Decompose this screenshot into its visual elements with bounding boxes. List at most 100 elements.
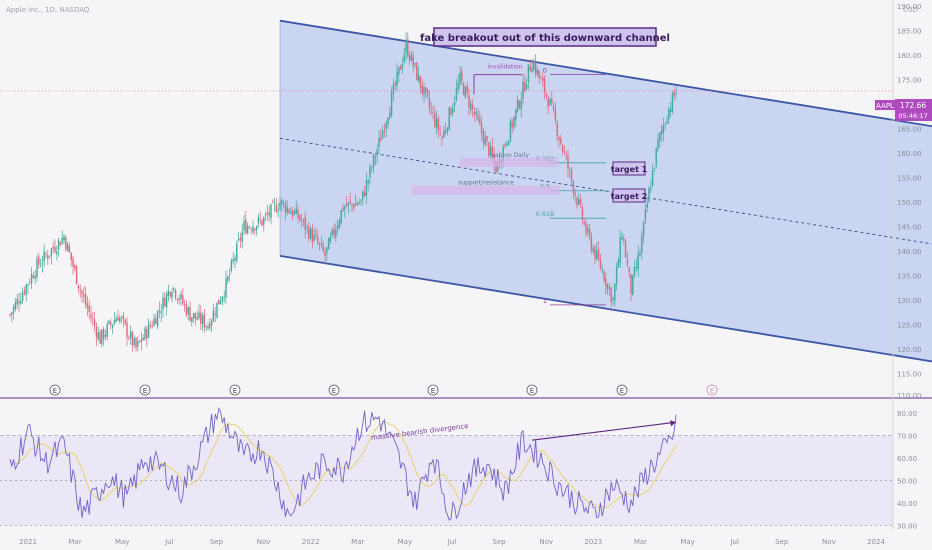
earnings-marker[interactable] (229, 384, 241, 396)
candle-body (524, 81, 526, 91)
candle-body (441, 136, 443, 139)
candle-body (178, 298, 180, 301)
rsi-pane (0, 435, 893, 526)
price-tick-label: 175.00 (897, 77, 922, 85)
candle-body (282, 202, 285, 204)
candle-body (673, 91, 675, 96)
earnings-marker-label: E (620, 387, 624, 395)
candle-body (218, 299, 220, 305)
candle-body (551, 99, 553, 103)
candle-body (272, 201, 274, 203)
candle-body (650, 187, 652, 190)
candle-body (309, 228, 312, 239)
candle-body (635, 266, 638, 268)
candle-body (390, 92, 393, 116)
candle-body (201, 315, 204, 325)
price-tick-label: 125.00 (897, 322, 922, 330)
earnings-marker[interactable] (49, 384, 61, 396)
candle-body (342, 207, 344, 211)
earnings-marker[interactable] (427, 384, 439, 396)
candle-body (124, 319, 126, 324)
candle-body (20, 301, 22, 304)
candle-body (324, 251, 326, 257)
candle-body (471, 105, 474, 110)
candle-body (556, 123, 558, 137)
candle-body (320, 243, 323, 245)
candle-body (142, 338, 144, 340)
candle-body (331, 229, 333, 236)
candle-body (207, 326, 209, 329)
earnings-marker[interactable] (526, 384, 538, 396)
candle-body (482, 131, 485, 144)
target-2-box[interactable] (612, 188, 646, 203)
candle-body (610, 287, 612, 303)
earnings-marker[interactable] (706, 384, 718, 396)
candle-body (246, 226, 249, 234)
candle-body (239, 237, 242, 241)
candle-body (633, 267, 636, 276)
candle-body (401, 64, 404, 69)
candle-body (641, 236, 643, 253)
candle-body (484, 137, 486, 146)
candle-body (399, 65, 402, 70)
channel-lower-line[interactable] (279, 255, 932, 364)
candle-body (140, 338, 143, 343)
earnings-marker[interactable] (328, 384, 340, 396)
rsi-tick-label: 40.00 (897, 500, 917, 508)
earnings-marker[interactable] (139, 384, 151, 396)
candle-body (146, 329, 148, 339)
target-1-box[interactable] (612, 161, 646, 176)
fib-level-name: invalidation (487, 64, 522, 71)
candle-body (250, 229, 252, 231)
candle-body (295, 207, 297, 214)
candle-body (57, 239, 60, 250)
candle-body (254, 228, 256, 231)
channel-upper-line[interactable] (279, 19, 932, 129)
candle-body (543, 78, 546, 93)
main-annotation-box[interactable] (433, 27, 657, 47)
fib-retracement[interactable]: 0invalidation0.382gap on Daily0.5support… (412, 64, 606, 306)
symbol-tag (875, 100, 895, 110)
candle-body (632, 274, 634, 296)
earnings-marker[interactable] (616, 384, 628, 396)
candle-body (315, 234, 317, 236)
divergence-arrow[interactable] (531, 421, 677, 441)
candle-body (266, 212, 269, 215)
candle-body (65, 237, 67, 250)
candle-body (214, 313, 216, 315)
candle-body (93, 319, 96, 326)
candle-body (117, 317, 119, 321)
candle-body (581, 206, 584, 220)
time-tick-label: May (398, 538, 412, 546)
candle-body (293, 211, 296, 215)
candle-body (578, 199, 580, 205)
candle-body (187, 307, 189, 314)
candle-body (662, 125, 665, 133)
candle-body (462, 83, 465, 95)
candle-body (171, 292, 173, 298)
candle-body (443, 130, 445, 138)
time-tick-label: Sep (210, 538, 224, 546)
last-price-tag[interactable]: AAPL 172.66 05:46:17 (875, 99, 932, 121)
candle-body (198, 312, 200, 318)
candle-body (515, 109, 517, 120)
candle-body (297, 210, 299, 218)
fib-level-label: 0 (543, 67, 547, 75)
candle-body (446, 128, 449, 132)
candle-body (149, 325, 152, 327)
candle-body (509, 120, 512, 142)
candle-body (520, 100, 522, 110)
candle-body (306, 226, 308, 228)
candle-body (99, 332, 101, 344)
candle-body (275, 205, 278, 213)
candle-body (144, 328, 146, 339)
target-2-label: target 2 (611, 192, 648, 201)
price-tick-label: 155.00 (897, 175, 922, 183)
time-tick-label: May (680, 538, 694, 546)
symbol-label[interactable]: Apple Inc., 1D, NASDAQ (6, 6, 90, 14)
candle-body (466, 85, 468, 93)
candle-body (612, 298, 614, 300)
candle-body (486, 136, 488, 142)
candle-body (327, 238, 330, 250)
